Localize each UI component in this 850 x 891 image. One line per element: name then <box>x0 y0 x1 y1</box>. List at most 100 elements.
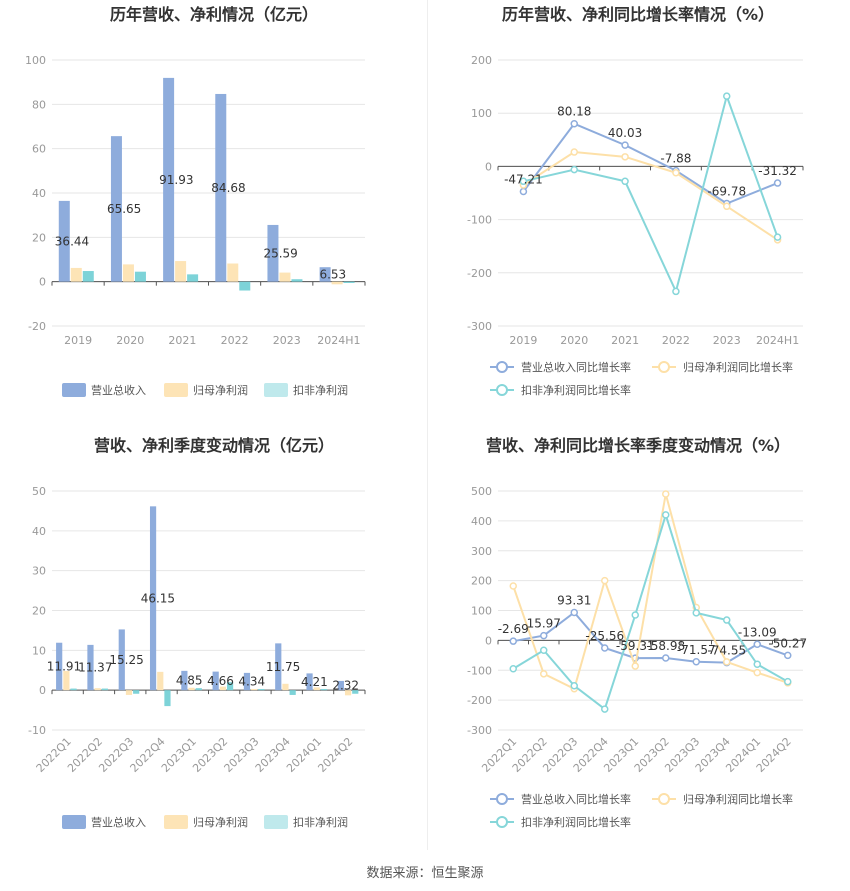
y-tick-label: 40 <box>32 525 46 538</box>
bar-data-label: 91.93 <box>159 173 193 187</box>
bar-1 <box>215 93 227 282</box>
y-tick-label: 300 <box>471 545 492 558</box>
legend-item: 扣非净利润 <box>264 815 348 829</box>
line-point <box>601 576 609 585</box>
line-point <box>509 582 517 590</box>
x-tick-label: 2019 <box>509 334 537 347</box>
bar-3 <box>289 690 296 695</box>
legend-item: 归母净利润同比增长率 <box>652 360 793 374</box>
legend-item: 扣非净利润同比增长率 <box>490 383 631 397</box>
line-point <box>773 179 782 187</box>
y-tick-label: 200 <box>471 575 492 588</box>
line-point <box>773 233 782 241</box>
legend-item: 扣非净利润同比增长率 <box>490 815 631 829</box>
bar-3 <box>82 271 94 282</box>
bar-2 <box>344 690 352 696</box>
bar-1 <box>163 77 175 282</box>
y-tick-label: -200 <box>467 267 492 280</box>
y-tick-label: -200 <box>467 694 492 707</box>
x-tick-label: 2024Q2 <box>315 735 355 775</box>
x-tick-label: 2021 <box>168 334 196 347</box>
line-data-label: -74.55 <box>707 644 746 658</box>
y-tick-label: -300 <box>467 320 492 333</box>
line-point <box>570 148 578 156</box>
line-point <box>723 616 731 624</box>
y-tick-label: 0 <box>485 634 492 647</box>
bar-data-label: 84.68 <box>211 181 245 195</box>
bar-2 <box>313 687 320 691</box>
legend-label: 营业总收入同比增长率 <box>521 360 631 374</box>
series-line-2 <box>522 151 779 241</box>
x-tick-label: 2022 <box>662 334 690 347</box>
legend-swatch-point <box>658 361 670 373</box>
y-tick-label: 10 <box>32 644 46 657</box>
legend-label: 营业总收入 <box>91 383 146 397</box>
legend-label: 归母净利润同比增长率 <box>683 360 793 374</box>
bar-data-label: 4.85 <box>176 674 203 688</box>
y-tick-label: 20 <box>32 231 46 244</box>
legend-swatch <box>62 815 86 829</box>
x-tick-label: 2023 <box>273 334 301 347</box>
legend-item: 营业总收入 <box>62 383 146 397</box>
panel-divider <box>427 0 428 850</box>
x-tick-label: 2021 <box>611 334 639 347</box>
bar-1 <box>110 136 122 282</box>
line-data-label: 80.18 <box>557 105 591 119</box>
y-tick-label: 0 <box>39 684 46 697</box>
bar-2 <box>227 263 239 282</box>
legend-label: 扣非净利润同比增长率 <box>521 815 631 829</box>
chart-title: 历年营收、净利同比增长率情况（%） <box>502 5 774 24</box>
line-point <box>723 658 731 666</box>
bar-2 <box>125 690 133 695</box>
legend-item: 营业总收入同比增长率 <box>490 792 631 806</box>
bar-1 <box>181 670 188 691</box>
bar-2 <box>175 261 187 282</box>
bar-2 <box>122 264 134 282</box>
x-tick-label: 2024H1 <box>756 334 799 347</box>
x-tick-label: 2019 <box>64 334 92 347</box>
line-point <box>570 608 578 617</box>
line-point <box>753 668 761 677</box>
bar-1 <box>337 680 344 691</box>
series-line-2 <box>512 493 789 691</box>
series-line-3 <box>523 92 779 295</box>
x-tick-label: 2024H1 <box>317 334 360 347</box>
y-tick-label: 50 <box>32 485 46 498</box>
y-tick-label: -100 <box>467 214 492 227</box>
legend-label: 归母净利润 <box>193 383 248 397</box>
bar-1 <box>149 506 157 691</box>
line-data-label: 15.97 <box>527 617 561 631</box>
bar-3 <box>133 690 140 694</box>
line-point <box>723 202 731 211</box>
line-point <box>753 640 761 649</box>
line-data-label: -13.09 <box>738 625 777 639</box>
legend-swatch-point <box>496 361 508 373</box>
line-point <box>672 287 680 296</box>
y-tick-label: 400 <box>471 515 492 528</box>
line-data-label: -71.57 <box>677 643 716 657</box>
y-tick-label: 60 <box>32 143 46 156</box>
y-tick-label: -300 <box>467 724 492 737</box>
line-data-label: -7.88 <box>660 152 691 166</box>
legend-swatch-point <box>496 793 508 805</box>
bar-3 <box>226 682 234 691</box>
legend-item: 归母净利润 <box>164 383 248 397</box>
line-point <box>631 611 639 619</box>
line-point <box>723 92 731 100</box>
line-data-label: -59.31 <box>616 639 655 653</box>
bar-data-label: 11.91 <box>47 659 81 673</box>
line-data-label: -47.21 <box>504 173 543 187</box>
bar-data-label: 15.25 <box>109 653 143 667</box>
chart-title: 营收、净利季度变动情况（亿元） <box>94 436 334 455</box>
y-tick-label: 0 <box>485 160 492 173</box>
bar-1 <box>306 673 313 691</box>
line-point <box>509 665 517 673</box>
legend-swatch <box>264 383 288 397</box>
bar-1 <box>58 200 70 282</box>
bar-2 <box>157 671 164 691</box>
y-tick-label: 20 <box>32 605 46 618</box>
line-point <box>672 169 680 177</box>
line-point <box>784 677 792 686</box>
y-tick-label: 200 <box>471 54 492 67</box>
